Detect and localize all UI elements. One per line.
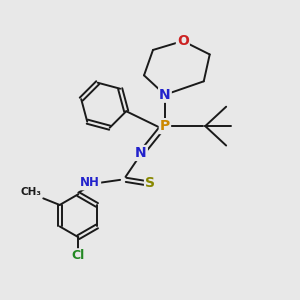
Text: N: N bbox=[135, 146, 147, 160]
Text: Cl: Cl bbox=[72, 249, 85, 262]
Text: CH₃: CH₃ bbox=[21, 187, 42, 197]
Text: NH: NH bbox=[80, 176, 100, 189]
Text: O: O bbox=[177, 34, 189, 48]
Text: N: N bbox=[159, 88, 171, 102]
Text: S: S bbox=[145, 176, 155, 190]
Text: P: P bbox=[160, 119, 170, 133]
